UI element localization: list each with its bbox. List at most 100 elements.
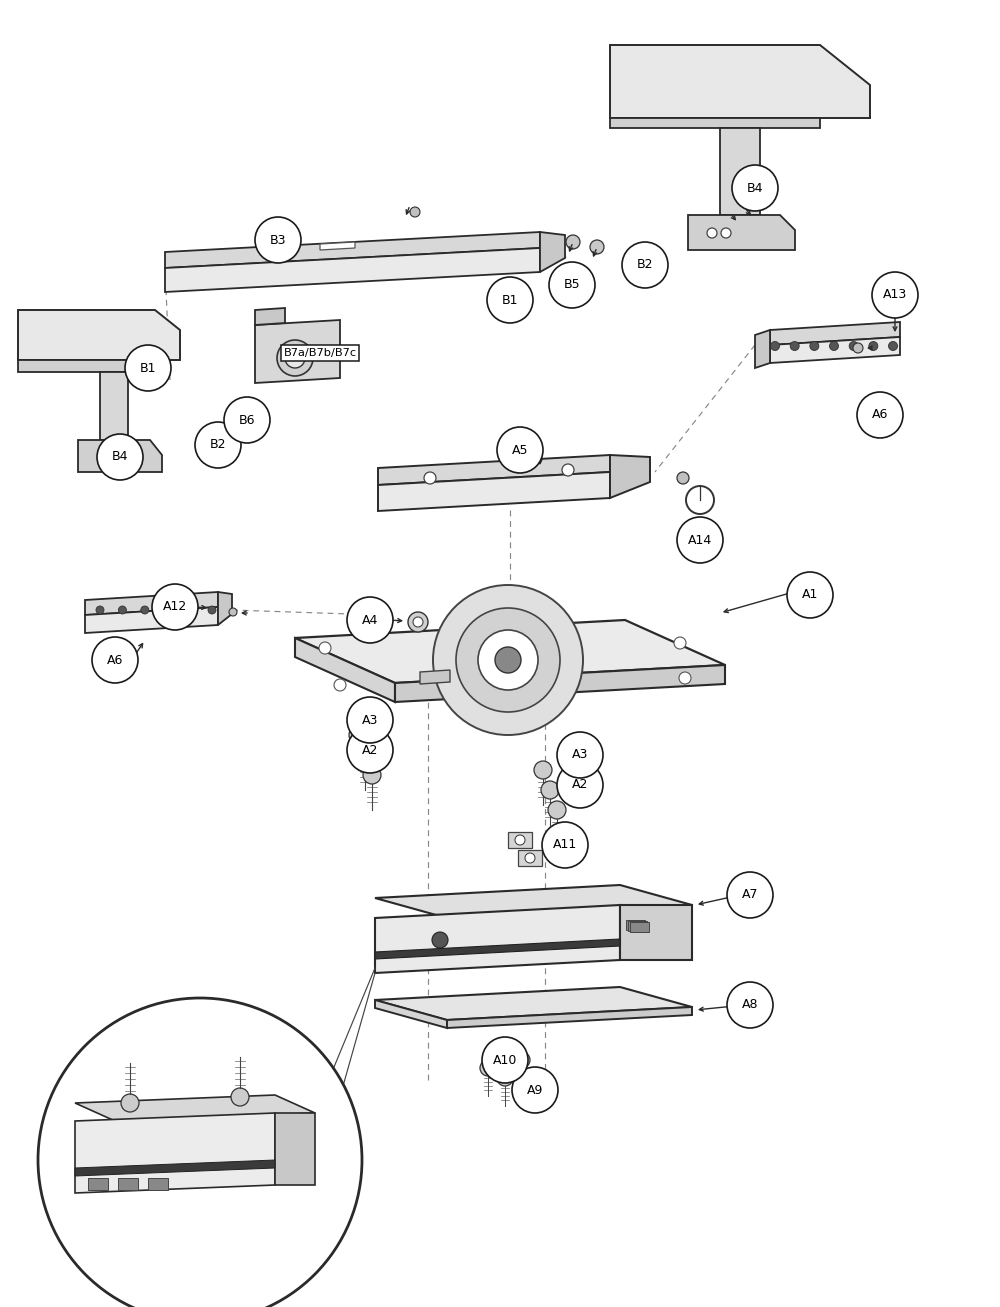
Circle shape	[869, 341, 878, 350]
Circle shape	[347, 697, 393, 742]
Polygon shape	[18, 310, 180, 359]
Polygon shape	[295, 638, 395, 702]
Circle shape	[487, 277, 533, 323]
Circle shape	[622, 242, 668, 288]
Text: A12: A12	[163, 600, 187, 613]
Text: A3: A3	[362, 714, 378, 727]
Text: A11: A11	[553, 839, 577, 851]
Circle shape	[515, 835, 525, 846]
Circle shape	[548, 801, 566, 819]
Circle shape	[512, 1067, 558, 1114]
Circle shape	[857, 392, 903, 438]
Circle shape	[208, 606, 216, 614]
Circle shape	[679, 672, 691, 684]
Circle shape	[787, 572, 833, 618]
Circle shape	[541, 782, 559, 799]
Circle shape	[424, 472, 436, 484]
Text: A6: A6	[107, 654, 123, 667]
Circle shape	[285, 348, 305, 369]
Text: B1: B1	[502, 294, 518, 307]
Circle shape	[732, 165, 778, 210]
Circle shape	[721, 227, 731, 238]
Text: B6: B6	[239, 413, 255, 426]
Circle shape	[319, 642, 331, 654]
Circle shape	[557, 762, 603, 808]
Circle shape	[566, 235, 580, 250]
Circle shape	[207, 423, 223, 440]
Text: A6: A6	[872, 409, 888, 421]
Circle shape	[356, 746, 374, 765]
Circle shape	[195, 422, 241, 468]
Polygon shape	[75, 1161, 275, 1176]
Circle shape	[497, 1070, 513, 1086]
Text: A2: A2	[362, 744, 378, 757]
Circle shape	[677, 472, 689, 484]
Circle shape	[242, 414, 258, 430]
Circle shape	[97, 434, 143, 480]
Circle shape	[495, 647, 521, 673]
Polygon shape	[165, 233, 540, 268]
Polygon shape	[770, 337, 900, 363]
Circle shape	[121, 1094, 139, 1112]
Circle shape	[590, 240, 604, 254]
Circle shape	[255, 217, 301, 263]
Polygon shape	[375, 938, 620, 959]
Polygon shape	[375, 885, 692, 918]
Circle shape	[125, 345, 171, 391]
Circle shape	[96, 606, 104, 614]
Circle shape	[790, 341, 799, 350]
Circle shape	[889, 341, 898, 350]
Polygon shape	[610, 455, 650, 498]
Circle shape	[222, 430, 238, 446]
Circle shape	[562, 464, 574, 476]
Circle shape	[677, 518, 723, 563]
Polygon shape	[620, 904, 692, 961]
Circle shape	[118, 606, 126, 614]
Circle shape	[363, 766, 381, 784]
Text: A14: A14	[688, 533, 712, 546]
Text: A10: A10	[493, 1053, 517, 1067]
Text: A9: A9	[527, 1084, 543, 1097]
Polygon shape	[610, 44, 870, 118]
Polygon shape	[275, 1114, 315, 1185]
Circle shape	[549, 261, 595, 308]
Polygon shape	[75, 1114, 275, 1193]
Text: A8: A8	[742, 999, 758, 1012]
Polygon shape	[628, 921, 647, 931]
Text: A7: A7	[742, 889, 758, 902]
Circle shape	[478, 630, 538, 690]
Circle shape	[231, 1087, 249, 1106]
Circle shape	[707, 227, 717, 238]
Circle shape	[347, 597, 393, 643]
Circle shape	[433, 586, 583, 735]
Polygon shape	[100, 372, 128, 440]
Polygon shape	[375, 904, 620, 972]
Circle shape	[872, 272, 918, 318]
Polygon shape	[420, 670, 450, 684]
Text: A3: A3	[572, 749, 588, 762]
Polygon shape	[540, 233, 565, 272]
Circle shape	[246, 418, 254, 426]
Polygon shape	[255, 320, 340, 383]
Polygon shape	[630, 921, 649, 932]
Circle shape	[141, 606, 149, 614]
Polygon shape	[518, 850, 542, 867]
Text: B7a/B7b/B7c: B7a/B7b/B7c	[283, 348, 357, 358]
Circle shape	[480, 1060, 496, 1076]
Circle shape	[413, 617, 423, 627]
Polygon shape	[148, 1178, 168, 1189]
Polygon shape	[85, 592, 218, 616]
Polygon shape	[320, 242, 355, 250]
Polygon shape	[375, 1000, 447, 1029]
Polygon shape	[85, 606, 218, 633]
Circle shape	[347, 727, 393, 772]
Polygon shape	[218, 592, 232, 625]
Circle shape	[349, 725, 367, 744]
Circle shape	[410, 207, 420, 217]
Circle shape	[277, 340, 313, 376]
Polygon shape	[508, 833, 532, 848]
Polygon shape	[755, 329, 770, 369]
Text: B2: B2	[637, 259, 653, 272]
Polygon shape	[720, 128, 760, 214]
Polygon shape	[395, 665, 725, 702]
